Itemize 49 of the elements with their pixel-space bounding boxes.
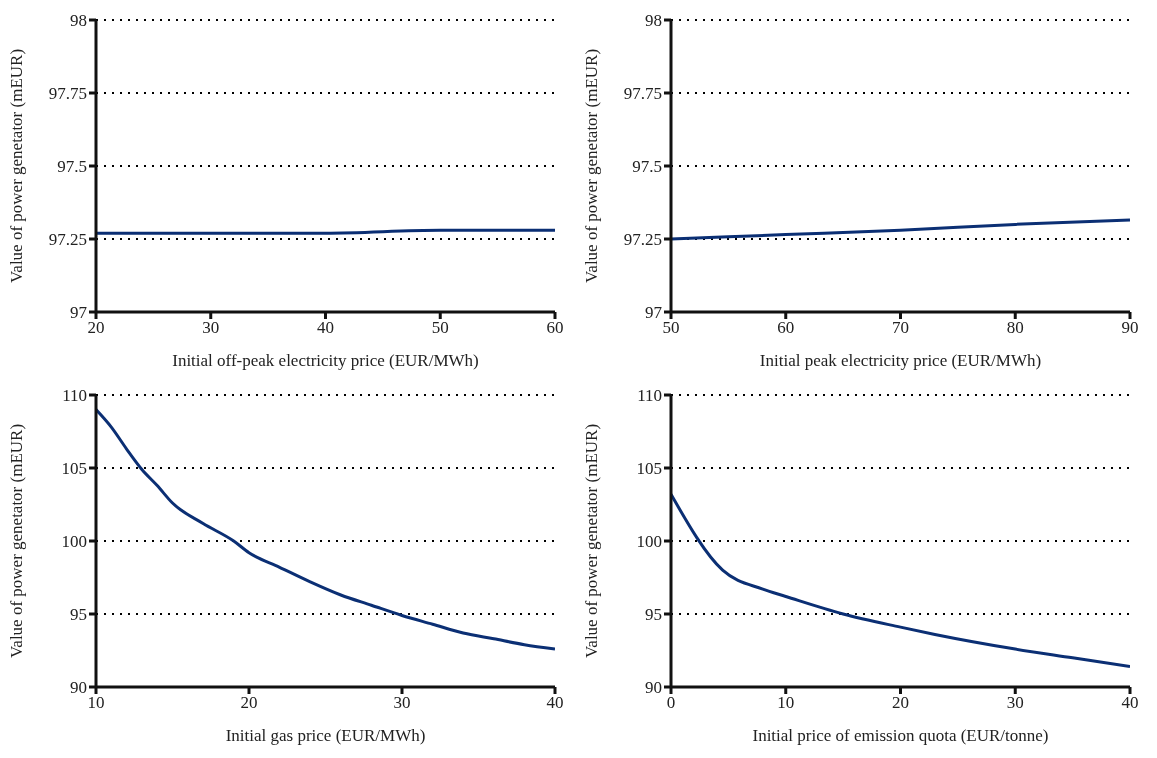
x-axis-title: Initial price of emission quota (EUR/tonne) — [752, 726, 1049, 745]
y-tick-label: 98 — [70, 11, 87, 31]
x-tick-label: 90 — [1121, 318, 1139, 338]
x-tick-label: 40 — [546, 693, 564, 713]
x-tick-label: 50 — [662, 318, 680, 338]
line-series — [671, 218, 1130, 241]
x-tick-label: 60 — [777, 318, 795, 338]
x-tick-label: 40 — [1121, 693, 1139, 713]
x-tick-label: 10 — [777, 693, 795, 713]
x-tick-label: 70 — [892, 318, 909, 338]
x-axis-title: Initial peak electricity price (EUR/MWh) — [759, 351, 1042, 370]
y-tick-label: 98 — [645, 11, 662, 31]
y-axis-title: Value of power genetator (mEUR) — [582, 423, 602, 659]
y-tick-label: 95 — [645, 605, 662, 625]
y-tick-label: 97.5 — [57, 157, 87, 177]
x-tick-label: 30 — [1006, 693, 1024, 713]
x-tick-label: 30 — [202, 318, 220, 338]
y-tick-label: 97.25 — [623, 230, 662, 250]
y-axis-title: Value of power genetator (mEUR) — [7, 423, 27, 659]
x-tick-label: 20 — [240, 693, 258, 713]
y-tick-label: 97.75 — [48, 84, 87, 104]
x-axis-title: Initial off-peak electricity price (EUR/MWh) — [172, 351, 479, 370]
y-tick-label: 97 — [645, 303, 663, 323]
y-tick-label: 90 — [645, 678, 662, 698]
x-tick-label: 0 — [666, 693, 676, 713]
y-tick-label: 97.75 — [623, 84, 662, 104]
y-axis-title: Value of power genetator (mEUR) — [7, 48, 27, 284]
y-tick-label: 110 — [62, 386, 87, 406]
x-tick-label: 60 — [546, 318, 564, 338]
y-tick-label: 97.5 — [632, 157, 662, 177]
y-axis-title: Value of power genetator (mEUR) — [582, 48, 602, 284]
y-tick-label: 100 — [636, 532, 662, 552]
x-tick-label: 50 — [431, 318, 449, 338]
y-tick-label: 90 — [70, 678, 87, 698]
x-tick-label: 20 — [87, 318, 105, 338]
y-tick-label: 100 — [61, 532, 87, 552]
x-tick-label: 10 — [87, 693, 105, 713]
x-tick-label: 40 — [317, 318, 334, 338]
x-tick-label: 30 — [393, 693, 411, 713]
y-tick-label: 105 — [636, 459, 662, 479]
line-series — [96, 408, 555, 651]
x-tick-label: 80 — [1006, 318, 1024, 338]
y-tick-label: 105 — [61, 459, 87, 479]
x-tick-label: 20 — [892, 693, 909, 713]
y-tick-label: 97.25 — [48, 230, 87, 250]
y-tick-label: 97 — [70, 303, 88, 323]
y-tick-label: 110 — [637, 386, 662, 406]
y-tick-label: 95 — [70, 605, 87, 625]
x-axis-title: Initial gas price (EUR/MWh) — [225, 726, 426, 745]
